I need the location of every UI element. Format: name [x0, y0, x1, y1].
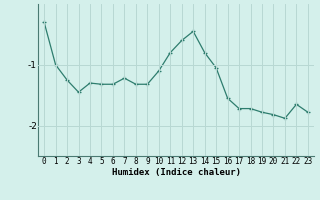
X-axis label: Humidex (Indice chaleur): Humidex (Indice chaleur) — [111, 168, 241, 177]
